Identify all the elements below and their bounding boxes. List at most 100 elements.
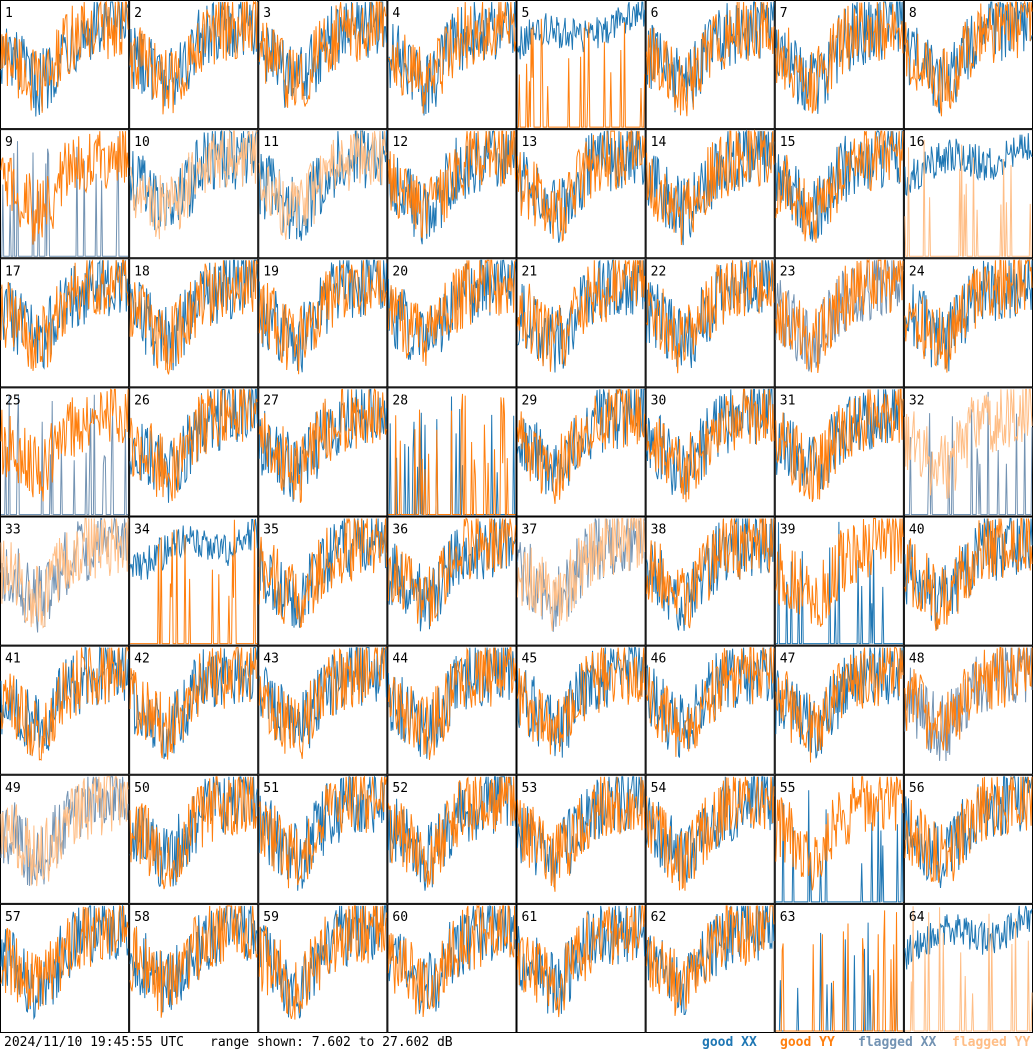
legend-good-xx: good XX <box>702 1035 757 1050</box>
panel-33: 33 <box>0 516 130 646</box>
panel-label: 59 <box>263 910 279 925</box>
series-yy <box>904 906 1033 1032</box>
series-yy <box>646 518 775 629</box>
panel-label: 38 <box>651 523 667 538</box>
series-xx <box>904 260 1033 372</box>
series-yy <box>0 904 129 1010</box>
series-xx <box>775 647 904 759</box>
series-yy <box>517 517 646 632</box>
series-yy <box>517 18 646 128</box>
series-yy <box>646 259 775 374</box>
series-yy <box>129 647 258 760</box>
panel-label: 15 <box>780 135 796 150</box>
panel-frame <box>774 903 904 1033</box>
panel-label: 64 <box>909 910 925 925</box>
panel-31: 31 <box>774 387 904 517</box>
panel-label: 25 <box>5 393 21 408</box>
series-xx <box>387 1 516 116</box>
legend-flagged-xx: flagged XX <box>858 1035 937 1050</box>
series-yy <box>517 905 646 1018</box>
panel-49: 49 <box>0 774 130 904</box>
panel-label: 49 <box>5 781 21 796</box>
panel-45: 45 <box>516 645 646 775</box>
panel-25: 25 <box>0 387 130 517</box>
series-xx <box>258 388 387 502</box>
panel-39: 39 <box>774 516 904 646</box>
series-xx <box>258 518 387 628</box>
panel-label: 41 <box>5 652 21 667</box>
series-yy <box>258 775 387 889</box>
panel-54: 54 <box>645 774 775 904</box>
panel-14: 14 <box>645 129 775 259</box>
series-xx <box>258 130 387 241</box>
series-yy <box>646 1 775 117</box>
panel-label: 40 <box>909 523 925 538</box>
panel-label: 50 <box>134 781 150 796</box>
panel-label: 47 <box>780 652 796 667</box>
legend-flagged-yy: flagged YY <box>952 1035 1031 1050</box>
series-yy <box>387 776 516 888</box>
series-yy <box>775 910 903 1032</box>
panel-label: 36 <box>392 523 408 538</box>
panel-5: 5 <box>516 0 646 130</box>
series-yy <box>904 518 1033 631</box>
panel-label: 35 <box>263 523 279 538</box>
series-yy <box>129 387 258 502</box>
panel-6: 6 <box>645 0 775 130</box>
panel-10: 10 <box>129 129 259 259</box>
panel-40: 40 <box>903 516 1033 646</box>
series-yy <box>0 131 129 245</box>
series-yy <box>258 131 387 240</box>
panel-38: 38 <box>645 516 775 646</box>
panel-label: 19 <box>263 264 279 279</box>
series-yy <box>904 388 1033 499</box>
series-yy <box>904 776 1033 883</box>
series-yy <box>517 260 646 372</box>
series-xx <box>775 260 904 372</box>
panel-label: 45 <box>522 652 538 667</box>
series-xx <box>646 260 775 369</box>
panel-17: 17 <box>0 258 130 388</box>
panel-label: 42 <box>134 652 150 667</box>
legend-good-yy: good YY <box>780 1035 835 1050</box>
series-yy <box>258 518 387 629</box>
panel-60: 60 <box>387 903 517 1033</box>
panel-8: 8 <box>903 0 1033 130</box>
series-xx <box>0 904 129 1021</box>
panel-37: 37 <box>516 516 646 646</box>
series-yy <box>130 519 258 645</box>
series-yy <box>129 905 258 1018</box>
panel-30: 30 <box>645 387 775 517</box>
series-yy <box>904 139 1032 257</box>
panel-label: 32 <box>909 393 925 408</box>
panel-label: 29 <box>522 393 538 408</box>
series-xx <box>775 521 903 645</box>
panel-label: 20 <box>392 264 408 279</box>
panel-label: 27 <box>263 393 279 408</box>
panel-label: 4 <box>392 6 400 21</box>
panel-9: 9 <box>0 129 130 259</box>
series-yy <box>775 647 904 763</box>
panel-44: 44 <box>387 645 517 775</box>
panel-label: 11 <box>263 135 279 150</box>
panel-label: 30 <box>651 393 667 408</box>
series-yy <box>646 776 775 891</box>
panel-15: 15 <box>774 129 904 259</box>
panel-55: 55 <box>774 774 904 904</box>
series-yy <box>387 647 516 760</box>
panel-label: 57 <box>5 910 21 925</box>
panel-label: 9 <box>5 135 13 150</box>
panel-11: 11 <box>258 129 388 259</box>
panel-label: 1 <box>5 6 13 21</box>
series-yy <box>775 518 904 627</box>
series-yy <box>387 517 516 627</box>
series-xx <box>1 394 129 515</box>
panel-label: 18 <box>134 264 150 279</box>
panel-46: 46 <box>645 645 775 775</box>
series-yy <box>517 388 646 504</box>
panel-label: 34 <box>134 523 150 538</box>
panel-56: 56 <box>903 774 1033 904</box>
panel-42: 42 <box>129 645 259 775</box>
panel-label: 48 <box>909 652 925 667</box>
series-yy <box>517 130 646 243</box>
